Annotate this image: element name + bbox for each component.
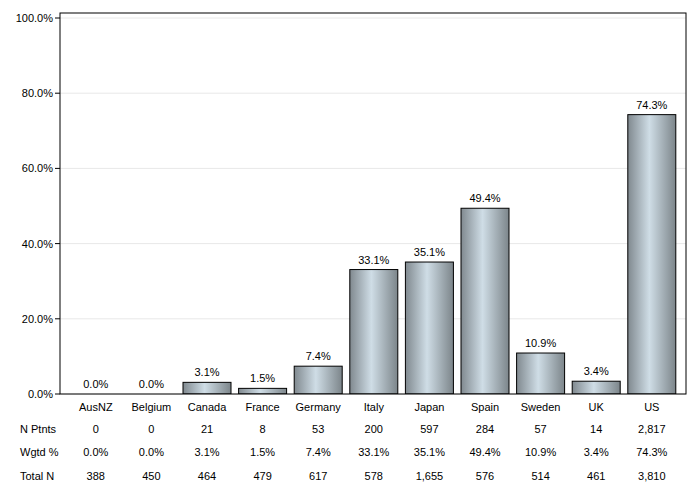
table-cell: 284 [476,423,494,435]
table-cell: 3.4% [584,446,609,458]
x-tick-label: Sweden [521,401,561,413]
x-tick-label: UK [589,401,605,413]
table-cell: 7.4% [306,446,331,458]
bar [517,353,565,394]
grid-line [60,93,686,94]
plot-frame [60,13,686,394]
table-cell: 479 [253,470,271,482]
bars [183,115,676,394]
data-label: 7.4% [306,350,331,362]
table-cell: 0.0% [139,446,164,458]
bar [405,262,453,394]
bar [183,382,231,394]
table-cell: 33.1% [358,446,389,458]
table-cell: 0 [93,423,99,435]
table-cell: 1.5% [250,446,275,458]
table-cell: 3.1% [194,446,219,458]
y-tick-label: 40.0% [22,238,53,250]
table-cell: 0 [148,423,154,435]
tick-mark [55,93,60,94]
table-cell: 49.4% [469,446,500,458]
table-row-label: Total N [20,470,54,482]
table-cell: 0.0% [83,446,108,458]
data-label: 0.0% [139,378,164,390]
data-label: 33.1% [358,254,389,266]
x-tick-label: Italy [364,401,385,413]
y-tick-label: 0.0% [28,388,53,400]
table-cell: 53 [312,423,324,435]
table-cell: 8 [260,423,266,435]
bar [294,366,342,394]
x-tick-label: Spain [471,401,499,413]
table-cell: 10.9% [525,446,556,458]
y-tick-label: 100.0% [16,12,54,24]
table-cell: 35.1% [414,446,445,458]
table-cell: 576 [476,470,494,482]
x-tick-label: AusNZ [79,401,113,413]
grid-line [60,18,686,19]
bar [461,208,509,394]
y-tick-label: 20.0% [22,313,53,325]
data-label: 3.4% [584,365,609,377]
table-cell: 388 [87,470,105,482]
bar [572,381,620,394]
data-label: 0.0% [83,378,108,390]
table-cell: 21 [201,423,213,435]
table-cell: 200 [365,423,383,435]
table-cell: 14 [590,423,602,435]
table-cell: 464 [198,470,216,482]
tick-mark [55,168,60,169]
data-label: 3.1% [194,366,219,378]
tick-mark [55,394,60,395]
x-tick-label: France [245,401,279,413]
bar [628,115,676,394]
table-cell: 514 [531,470,549,482]
tick-mark [55,318,60,319]
grid-line [60,168,686,169]
data-label: 35.1% [414,246,445,258]
table-cell: 2,817 [638,423,666,435]
bar [350,270,398,394]
table-cell: 461 [587,470,605,482]
table-cell: 74.3% [636,446,667,458]
y-tick-label: 60.0% [22,162,53,174]
table-cell: 57 [534,423,546,435]
grid-line [60,243,686,244]
data-label: 1.5% [250,372,275,384]
x-tick-label: US [644,401,659,413]
tick-mark [55,18,60,19]
table-cell: 1,655 [416,470,444,482]
data-label: 74.3% [636,99,667,111]
bar [239,388,287,394]
chart: 0.0%20.0%40.0%60.0%80.0%100.0%0.0%0.0%3.… [0,0,700,500]
data-label: 49.4% [469,192,500,204]
x-tick-label: Canada [188,401,227,413]
table-row-label: Wgtd % [20,446,59,458]
table-cell: 3,810 [638,470,666,482]
table-cell: 450 [142,470,160,482]
table-row-label: N Ptnts [20,423,57,435]
x-tick-label: Germany [296,401,342,413]
x-tick-label: Japan [414,401,444,413]
x-tick-label: Belgium [132,401,172,413]
tick-mark [55,243,60,244]
data-label: 10.9% [525,337,556,349]
y-tick-label: 80.0% [22,87,53,99]
table-cell: 597 [420,423,438,435]
table-cell: 617 [309,470,327,482]
table-cell: 578 [365,470,383,482]
